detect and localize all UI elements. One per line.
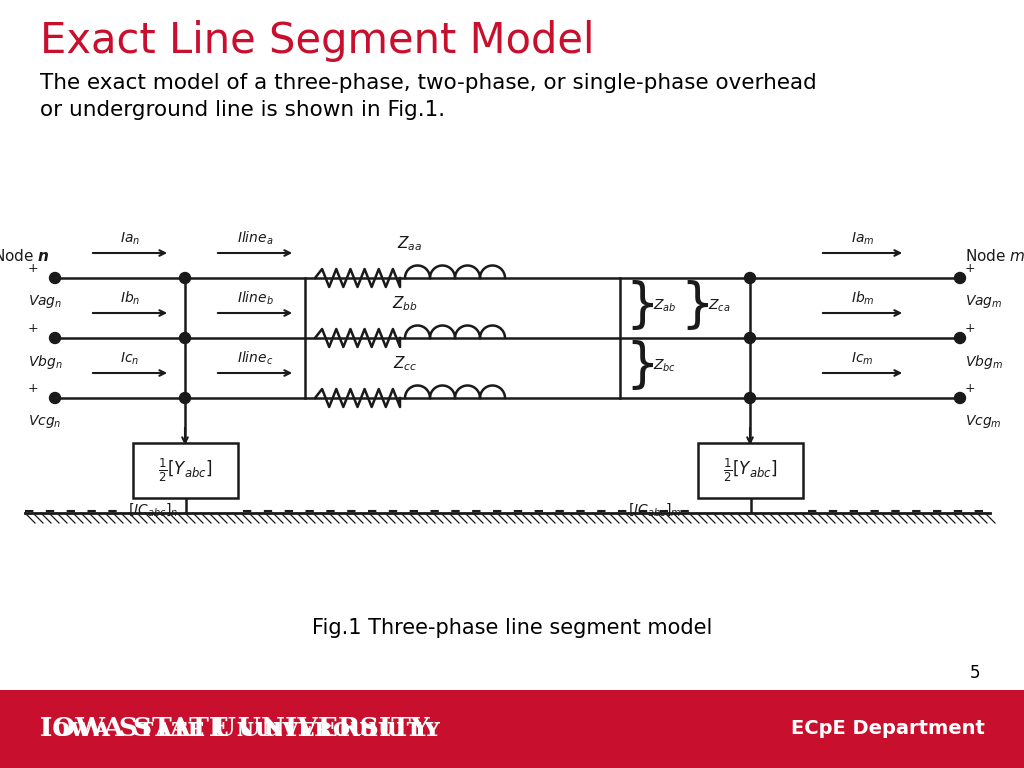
- Text: Node $m$: Node $m$: [965, 248, 1024, 264]
- Text: $Vcg_n$: $Vcg_n$: [28, 413, 61, 430]
- Text: ECpE Department: ECpE Department: [792, 720, 985, 739]
- Circle shape: [179, 333, 190, 343]
- Text: $[IC_{abc}]_m$: $[IC_{abc}]_m$: [628, 501, 681, 518]
- Text: or underground line is shown in Fig.1.: or underground line is shown in Fig.1.: [40, 100, 445, 120]
- Text: $Vag_m$: $Vag_m$: [965, 293, 1002, 310]
- Circle shape: [49, 392, 60, 403]
- Text: $Z_{ab}$: $Z_{ab}$: [653, 298, 677, 314]
- Circle shape: [744, 333, 756, 343]
- Text: The exact model of a three-phase, two-phase, or single-phase overhead: The exact model of a three-phase, two-ph…: [40, 73, 817, 93]
- Text: $Z_{bc}$: $Z_{bc}$: [653, 358, 676, 374]
- Text: $Vcg_m$: $Vcg_m$: [965, 413, 1001, 430]
- Text: +: +: [965, 382, 976, 395]
- Circle shape: [744, 392, 756, 403]
- Text: $Iline_b$: $Iline_b$: [237, 290, 273, 307]
- Text: $Vbg_n$: $Vbg_n$: [28, 353, 62, 371]
- Text: $Iline_c$: $Iline_c$: [237, 349, 273, 367]
- Circle shape: [744, 273, 756, 283]
- Text: $Z_{aa}$: $Z_{aa}$: [397, 234, 423, 253]
- Text: Iᴏᴡᴀ Sᴛᴀᴛᴇ Uɴɯᴠᴇʀᴏɯɯᴛʏ: Iᴏᴡᴀ Sᴛᴀᴛᴇ Uɴɯᴠᴇʀᴏɯɯᴛʏ: [40, 717, 441, 741]
- Text: $\frac{1}{2}[Y_{abc}]$: $\frac{1}{2}[Y_{abc}]$: [158, 457, 213, 484]
- Circle shape: [179, 273, 190, 283]
- Text: +: +: [965, 262, 976, 275]
- Text: 5: 5: [970, 664, 980, 682]
- Text: $Ic_n$: $Ic_n$: [121, 351, 139, 367]
- Text: }: }: [680, 280, 714, 332]
- Text: }: }: [625, 340, 658, 392]
- Text: $Ib_m$: $Ib_m$: [851, 290, 874, 307]
- Text: }: }: [625, 280, 658, 332]
- Text: +: +: [965, 322, 976, 335]
- Circle shape: [954, 392, 966, 403]
- Text: $Z_{cc}$: $Z_{cc}$: [393, 354, 417, 373]
- Text: +: +: [28, 262, 39, 275]
- Text: $Ic_m$: $Ic_m$: [851, 351, 873, 367]
- Text: Node $\boldsymbol{n}$: Node $\boldsymbol{n}$: [0, 248, 50, 264]
- Text: $Iline_a$: $Iline_a$: [237, 230, 273, 247]
- Text: $Z_{ca}$: $Z_{ca}$: [708, 298, 730, 314]
- Text: $Vag_n$: $Vag_n$: [28, 293, 62, 310]
- Text: $Vbg_m$: $Vbg_m$: [965, 353, 1002, 371]
- Circle shape: [179, 392, 190, 403]
- Bar: [698, 443, 803, 498]
- Bar: [133, 443, 238, 498]
- Text: $Z_{bb}$: $Z_{bb}$: [392, 294, 418, 313]
- Circle shape: [954, 273, 966, 283]
- Text: Exact Line Segment Model: Exact Line Segment Model: [40, 20, 595, 62]
- Bar: [0, 690, 1024, 768]
- Text: +: +: [28, 322, 39, 335]
- Text: $Ib_n$: $Ib_n$: [120, 290, 140, 307]
- Text: +: +: [28, 382, 39, 395]
- Circle shape: [49, 273, 60, 283]
- Text: Fig.1 Three-phase line segment model: Fig.1 Three-phase line segment model: [312, 618, 712, 638]
- Text: $Ia_n$: $Ia_n$: [120, 230, 140, 247]
- Text: $Ia_m$: $Ia_m$: [851, 230, 874, 247]
- Text: IOWA STATE UNIVERSITY: IOWA STATE UNIVERSITY: [40, 717, 430, 741]
- Text: $\frac{1}{2}[Y_{abc}]$: $\frac{1}{2}[Y_{abc}]$: [723, 457, 778, 484]
- Circle shape: [49, 333, 60, 343]
- Text: $[IC_{abc}]_n$: $[IC_{abc}]_n$: [128, 501, 178, 518]
- Circle shape: [954, 333, 966, 343]
